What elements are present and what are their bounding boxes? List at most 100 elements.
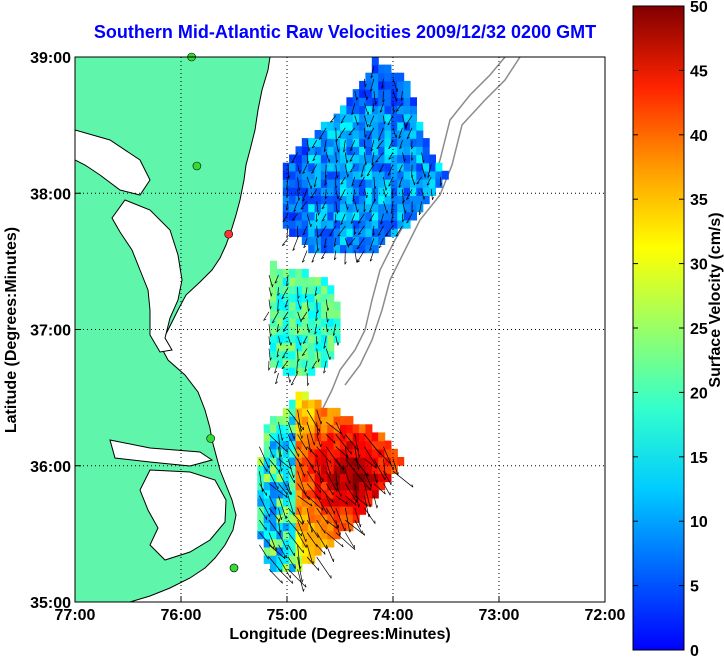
velocity-cell (301, 522, 309, 532)
velocity-cell (403, 113, 411, 123)
velocity-cell (289, 432, 297, 442)
velocity-arrow (335, 483, 342, 497)
velocity-arrowhead (427, 175, 431, 178)
velocity-cell (384, 195, 392, 205)
velocity-arrowhead (291, 580, 294, 584)
velocity-arrow (306, 483, 321, 501)
velocity-cell (346, 432, 354, 442)
velocity-arrow (323, 336, 327, 349)
velocity-cell (340, 416, 347, 425)
velocity-cell (270, 465, 277, 474)
velocity-cell (289, 473, 297, 483)
velocity-cell (403, 162, 411, 172)
velocity-cell (301, 236, 309, 245)
colorbar-tick-label: 0 (690, 643, 699, 659)
velocity-cell (346, 228, 354, 237)
velocity-arrow (392, 78, 398, 92)
velocity-arrow (287, 507, 303, 525)
velocity-arrow (344, 471, 351, 484)
velocity-cell (308, 416, 316, 425)
velocity-arrowhead (345, 501, 348, 505)
velocity-cell (276, 563, 284, 572)
velocity-cell (320, 277, 328, 286)
velocity-cell (384, 211, 392, 221)
velocity-cell (295, 318, 303, 327)
velocity-arrowhead (317, 567, 320, 571)
velocity-cell (359, 489, 367, 499)
velocity-cell (397, 187, 405, 196)
velocity-cell (378, 89, 386, 98)
velocity-cell (314, 465, 322, 474)
velocity-arrow (316, 409, 322, 425)
velocity-arrow (325, 311, 328, 323)
velocity-cell (295, 187, 303, 196)
velocity-arrow (388, 139, 394, 149)
velocity-arrowhead (320, 443, 322, 448)
velocity-cell (390, 162, 398, 172)
velocity-cell (333, 195, 341, 205)
velocity-arrowhead (346, 456, 349, 460)
velocity-cell (308, 399, 316, 409)
velocity-cell (346, 514, 354, 523)
velocity-arrow (325, 544, 334, 562)
velocity-cell (371, 64, 379, 74)
velocity-cell (314, 146, 322, 156)
velocity-cell (340, 481, 347, 491)
velocity-arrow (430, 189, 433, 200)
velocity-cell (295, 228, 303, 237)
velocity-cell (397, 72, 405, 82)
velocity-arrowhead (347, 174, 349, 178)
velocity-cell (308, 187, 316, 196)
velocity-cell (346, 448, 354, 458)
velocity-arrowhead (317, 432, 320, 436)
velocity-arrowhead (336, 482, 339, 486)
velocity-cell (333, 138, 341, 147)
velocity-arrow (325, 483, 334, 496)
velocity-cell (384, 219, 392, 229)
velocity-cell (308, 457, 316, 466)
velocity-arrow (364, 471, 372, 488)
velocity-cell (289, 457, 297, 466)
velocity-arrow (306, 421, 315, 446)
velocity-cell (365, 211, 373, 221)
velocity-cell (390, 138, 398, 147)
velocity-cell (270, 530, 277, 540)
velocity-cell (308, 440, 316, 450)
velocity-arrow (377, 225, 384, 236)
velocity-arrow (315, 311, 318, 321)
velocity-arrow (316, 483, 334, 503)
velocity-cell (289, 187, 297, 196)
velocity-cell (333, 236, 341, 245)
velocity-arrow (297, 348, 299, 362)
velocity-cell (327, 293, 335, 303)
velocity-cell (384, 105, 392, 115)
velocity-cell (333, 162, 341, 172)
velocity-arrowhead (405, 124, 409, 127)
velocity-arrow (335, 127, 337, 142)
velocity-arrow (306, 446, 318, 458)
velocity-arrow (268, 495, 277, 510)
velocity-cell (320, 334, 328, 344)
velocity-arrowhead (381, 85, 384, 89)
velocity-arrowhead (411, 484, 414, 488)
velocity-cell (295, 399, 303, 409)
velocity-arrow (354, 115, 359, 126)
velocity-cell (333, 424, 341, 434)
velocity-cell (384, 203, 392, 213)
velocity-cell (270, 546, 277, 556)
velocity-arrow (268, 507, 280, 522)
velocity-cell (282, 162, 290, 172)
velocity-cell (340, 228, 347, 237)
velocity-arrow (344, 164, 349, 178)
velocity-cell (295, 489, 303, 499)
velocity-arrow (325, 458, 331, 475)
velocity-cell (422, 154, 430, 164)
velocity-arrow (354, 507, 361, 528)
velocity-arrowhead (339, 198, 343, 201)
velocity-cell (441, 170, 449, 180)
velocity-cell (371, 489, 379, 499)
velocity-cell (263, 555, 271, 564)
velocity-cell (397, 121, 405, 131)
velocity-arrow (316, 225, 319, 239)
velocity-arrowhead (423, 196, 426, 200)
